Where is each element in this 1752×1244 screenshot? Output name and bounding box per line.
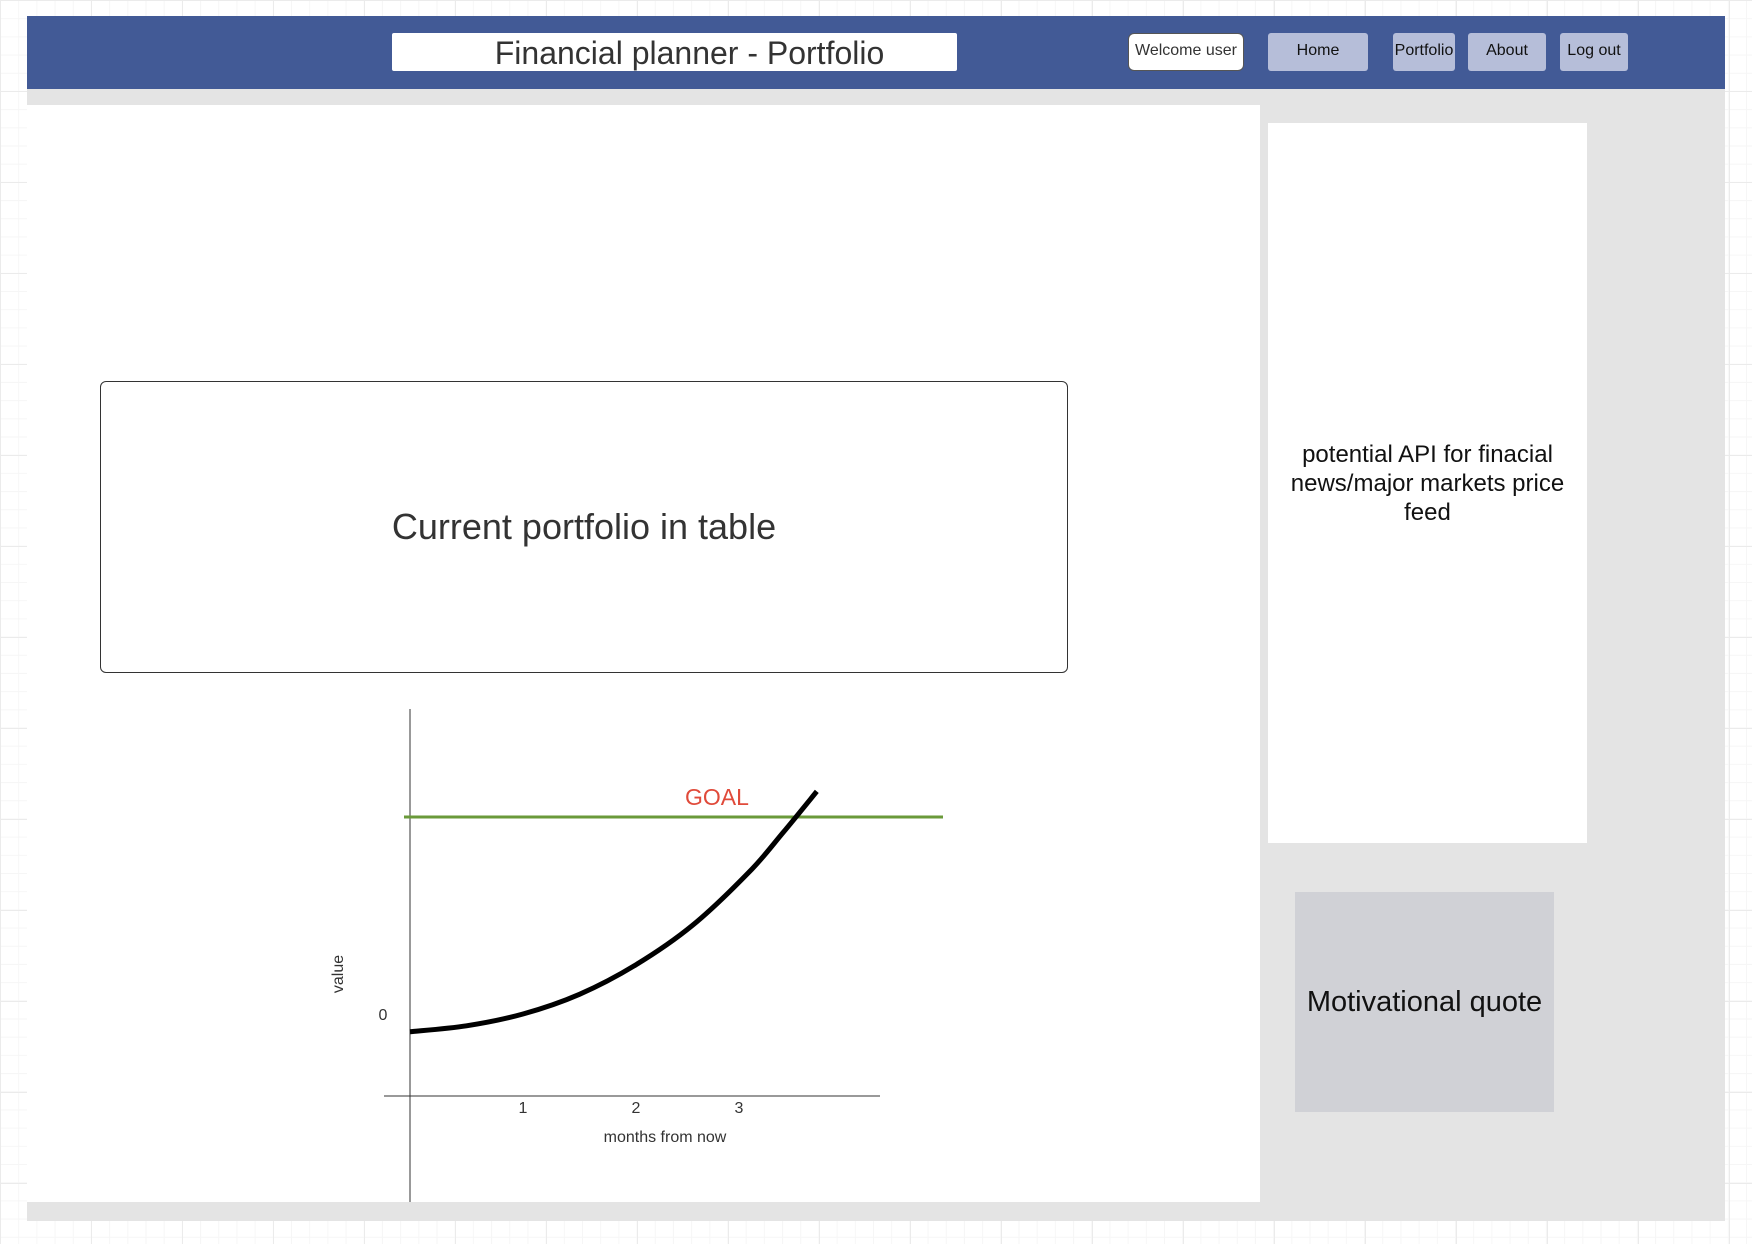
page-title: Financial planner - Portfolio (392, 33, 957, 71)
x-tick-label: 1 (519, 1100, 528, 1117)
goal-label: GOAL (685, 784, 749, 810)
nav-about-button[interactable]: About (1468, 33, 1546, 71)
motivational-quote-placeholder: Motivational quote (1295, 892, 1554, 1112)
portfolio-table-placeholder: Current portfolio in table (100, 381, 1068, 673)
x-axis-label: months from now (604, 1129, 727, 1146)
nav-home-button[interactable]: Home (1268, 33, 1368, 71)
x-tick-label: 3 (735, 1100, 744, 1117)
welcome-badge: Welcome user (1128, 33, 1244, 71)
news-feed-placeholder: potential API for finacial news/major ma… (1268, 123, 1587, 843)
news-feed-label: potential API for finacial news/major ma… (1290, 440, 1565, 526)
portfolio-table-label: Current portfolio in table (391, 506, 777, 547)
nav-portfolio-button[interactable]: Portfolio (1393, 33, 1455, 71)
growth-curve (409, 789, 819, 1035)
nav-logout-button[interactable]: Log out (1560, 33, 1628, 71)
x-tick-label: 2 (632, 1100, 641, 1117)
y-tick-label: 0 (379, 1007, 388, 1024)
motivational-quote-label: Motivational quote (1306, 985, 1543, 1018)
y-axis-label: value (330, 955, 347, 993)
